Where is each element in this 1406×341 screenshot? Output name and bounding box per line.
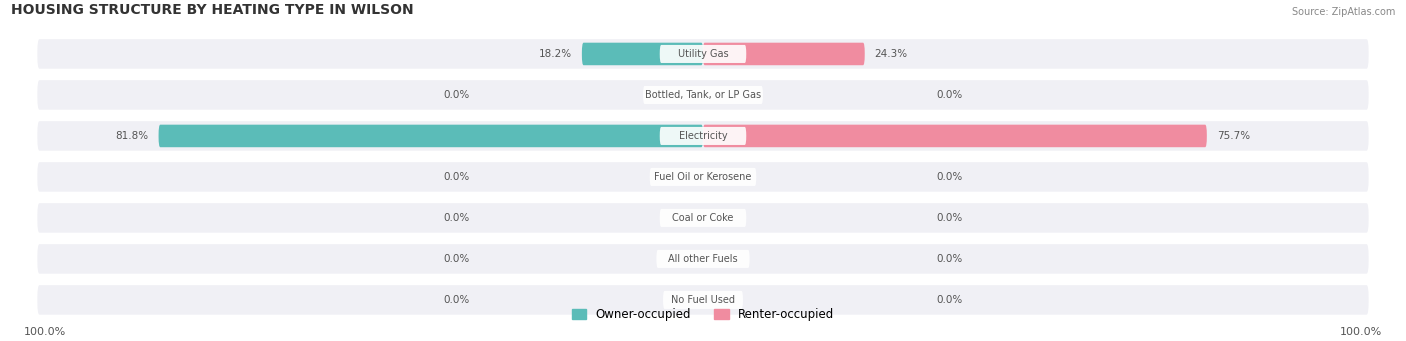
Text: 0.0%: 0.0% — [936, 254, 962, 264]
Text: 0.0%: 0.0% — [444, 213, 470, 223]
FancyBboxPatch shape — [38, 203, 1368, 233]
Text: 100.0%: 100.0% — [24, 327, 66, 337]
FancyBboxPatch shape — [703, 125, 1206, 147]
FancyBboxPatch shape — [38, 121, 1368, 151]
Text: No Fuel Used: No Fuel Used — [671, 295, 735, 305]
FancyBboxPatch shape — [38, 80, 1368, 110]
FancyBboxPatch shape — [582, 43, 703, 65]
FancyBboxPatch shape — [643, 86, 763, 104]
FancyBboxPatch shape — [659, 127, 747, 145]
Text: Bottled, Tank, or LP Gas: Bottled, Tank, or LP Gas — [645, 90, 761, 100]
Text: HOUSING STRUCTURE BY HEATING TYPE IN WILSON: HOUSING STRUCTURE BY HEATING TYPE IN WIL… — [11, 3, 413, 17]
Text: Fuel Oil or Kerosene: Fuel Oil or Kerosene — [654, 172, 752, 182]
Text: 18.2%: 18.2% — [538, 49, 572, 59]
Text: 0.0%: 0.0% — [936, 90, 962, 100]
Text: Electricity: Electricity — [679, 131, 727, 141]
Text: Utility Gas: Utility Gas — [678, 49, 728, 59]
Text: Coal or Coke: Coal or Coke — [672, 213, 734, 223]
FancyBboxPatch shape — [38, 285, 1368, 315]
FancyBboxPatch shape — [664, 291, 742, 309]
Text: All other Fuels: All other Fuels — [668, 254, 738, 264]
Text: 0.0%: 0.0% — [444, 254, 470, 264]
FancyBboxPatch shape — [650, 168, 756, 186]
Text: 0.0%: 0.0% — [936, 295, 962, 305]
Text: 24.3%: 24.3% — [875, 49, 908, 59]
FancyBboxPatch shape — [703, 43, 865, 65]
FancyBboxPatch shape — [38, 162, 1368, 192]
Text: 0.0%: 0.0% — [936, 172, 962, 182]
Text: Source: ZipAtlas.com: Source: ZipAtlas.com — [1292, 7, 1395, 17]
FancyBboxPatch shape — [659, 45, 747, 63]
Text: 0.0%: 0.0% — [936, 213, 962, 223]
FancyBboxPatch shape — [38, 39, 1368, 69]
Legend: Owner-occupied, Renter-occupied: Owner-occupied, Renter-occupied — [567, 303, 839, 326]
FancyBboxPatch shape — [659, 209, 747, 227]
FancyBboxPatch shape — [657, 250, 749, 268]
Text: 100.0%: 100.0% — [1340, 327, 1382, 337]
Text: 81.8%: 81.8% — [115, 131, 149, 141]
Text: 0.0%: 0.0% — [444, 90, 470, 100]
FancyBboxPatch shape — [159, 125, 703, 147]
Text: 0.0%: 0.0% — [444, 172, 470, 182]
Text: 0.0%: 0.0% — [444, 295, 470, 305]
Text: 75.7%: 75.7% — [1216, 131, 1250, 141]
FancyBboxPatch shape — [38, 244, 1368, 274]
